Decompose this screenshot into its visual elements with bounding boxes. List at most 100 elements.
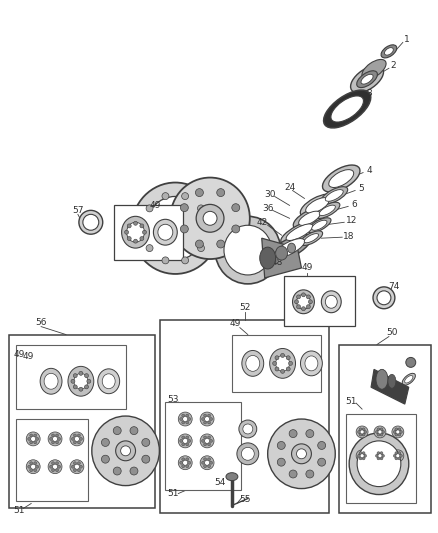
- Ellipse shape: [277, 441, 285, 449]
- Ellipse shape: [377, 433, 380, 436]
- Ellipse shape: [180, 417, 183, 421]
- Ellipse shape: [297, 449, 307, 459]
- Text: 1: 1: [404, 35, 410, 44]
- Ellipse shape: [122, 216, 149, 248]
- Ellipse shape: [183, 417, 188, 422]
- Ellipse shape: [182, 421, 185, 424]
- Ellipse shape: [209, 417, 212, 421]
- Text: 18: 18: [343, 232, 355, 241]
- Ellipse shape: [275, 367, 279, 371]
- Ellipse shape: [186, 436, 189, 439]
- Ellipse shape: [396, 430, 400, 434]
- Bar: [339, 344, 431, 513]
- Ellipse shape: [186, 458, 189, 461]
- Ellipse shape: [395, 457, 398, 460]
- Ellipse shape: [385, 47, 393, 55]
- Text: 51: 51: [14, 506, 25, 515]
- Text: 52: 52: [239, 303, 251, 312]
- Ellipse shape: [113, 426, 121, 434]
- Ellipse shape: [286, 356, 290, 360]
- Bar: [114, 205, 183, 260]
- Ellipse shape: [26, 460, 40, 474]
- Ellipse shape: [52, 434, 55, 437]
- Ellipse shape: [293, 208, 325, 229]
- Ellipse shape: [241, 447, 254, 461]
- Text: 49: 49: [229, 319, 240, 328]
- Ellipse shape: [364, 454, 367, 457]
- Ellipse shape: [71, 438, 74, 440]
- Ellipse shape: [297, 294, 311, 309]
- Ellipse shape: [183, 439, 188, 443]
- Ellipse shape: [260, 247, 276, 269]
- Ellipse shape: [388, 374, 396, 388]
- Ellipse shape: [381, 454, 385, 457]
- Ellipse shape: [377, 452, 380, 455]
- Ellipse shape: [359, 457, 362, 460]
- Ellipse shape: [301, 307, 305, 311]
- Ellipse shape: [208, 465, 211, 467]
- Ellipse shape: [297, 295, 300, 299]
- Ellipse shape: [398, 433, 401, 436]
- Ellipse shape: [395, 428, 398, 431]
- Ellipse shape: [44, 373, 58, 389]
- Ellipse shape: [180, 439, 183, 442]
- Ellipse shape: [308, 218, 331, 233]
- Ellipse shape: [268, 419, 335, 489]
- Ellipse shape: [224, 225, 272, 275]
- Ellipse shape: [52, 469, 55, 472]
- Ellipse shape: [289, 361, 293, 365]
- Ellipse shape: [375, 454, 378, 457]
- Ellipse shape: [374, 450, 386, 462]
- Ellipse shape: [318, 441, 325, 449]
- Ellipse shape: [48, 460, 62, 474]
- Ellipse shape: [232, 225, 240, 233]
- Ellipse shape: [74, 441, 76, 444]
- Ellipse shape: [304, 233, 318, 243]
- Ellipse shape: [98, 369, 120, 394]
- Ellipse shape: [49, 465, 53, 468]
- Ellipse shape: [362, 457, 365, 460]
- Text: 42: 42: [256, 218, 267, 227]
- Ellipse shape: [307, 305, 311, 309]
- Ellipse shape: [178, 412, 192, 426]
- Ellipse shape: [79, 465, 82, 468]
- Bar: [9, 335, 155, 508]
- Ellipse shape: [270, 349, 296, 378]
- Ellipse shape: [131, 182, 219, 274]
- Ellipse shape: [208, 414, 211, 417]
- Ellipse shape: [318, 458, 325, 466]
- Ellipse shape: [321, 187, 348, 204]
- Ellipse shape: [134, 239, 138, 243]
- Ellipse shape: [71, 379, 75, 383]
- Ellipse shape: [74, 469, 76, 472]
- Ellipse shape: [359, 452, 362, 455]
- Text: 49: 49: [14, 350, 25, 359]
- Ellipse shape: [200, 434, 214, 448]
- Ellipse shape: [146, 245, 153, 252]
- Ellipse shape: [186, 443, 189, 446]
- Ellipse shape: [78, 462, 81, 465]
- Ellipse shape: [30, 462, 33, 465]
- Ellipse shape: [242, 351, 264, 376]
- Ellipse shape: [74, 462, 76, 465]
- Ellipse shape: [204, 458, 207, 461]
- Ellipse shape: [377, 457, 380, 460]
- Ellipse shape: [205, 417, 209, 422]
- Ellipse shape: [201, 417, 205, 421]
- Ellipse shape: [364, 431, 367, 433]
- Text: 2: 2: [390, 61, 396, 70]
- Ellipse shape: [274, 239, 305, 257]
- Ellipse shape: [34, 469, 37, 472]
- Ellipse shape: [399, 431, 403, 433]
- Ellipse shape: [398, 452, 401, 455]
- Text: 51: 51: [168, 489, 179, 498]
- Ellipse shape: [306, 430, 314, 438]
- Ellipse shape: [52, 462, 55, 465]
- Ellipse shape: [200, 412, 214, 426]
- Ellipse shape: [217, 240, 225, 248]
- Ellipse shape: [56, 462, 59, 465]
- Ellipse shape: [40, 368, 62, 394]
- Ellipse shape: [162, 257, 169, 264]
- Ellipse shape: [56, 441, 59, 444]
- Ellipse shape: [71, 465, 74, 468]
